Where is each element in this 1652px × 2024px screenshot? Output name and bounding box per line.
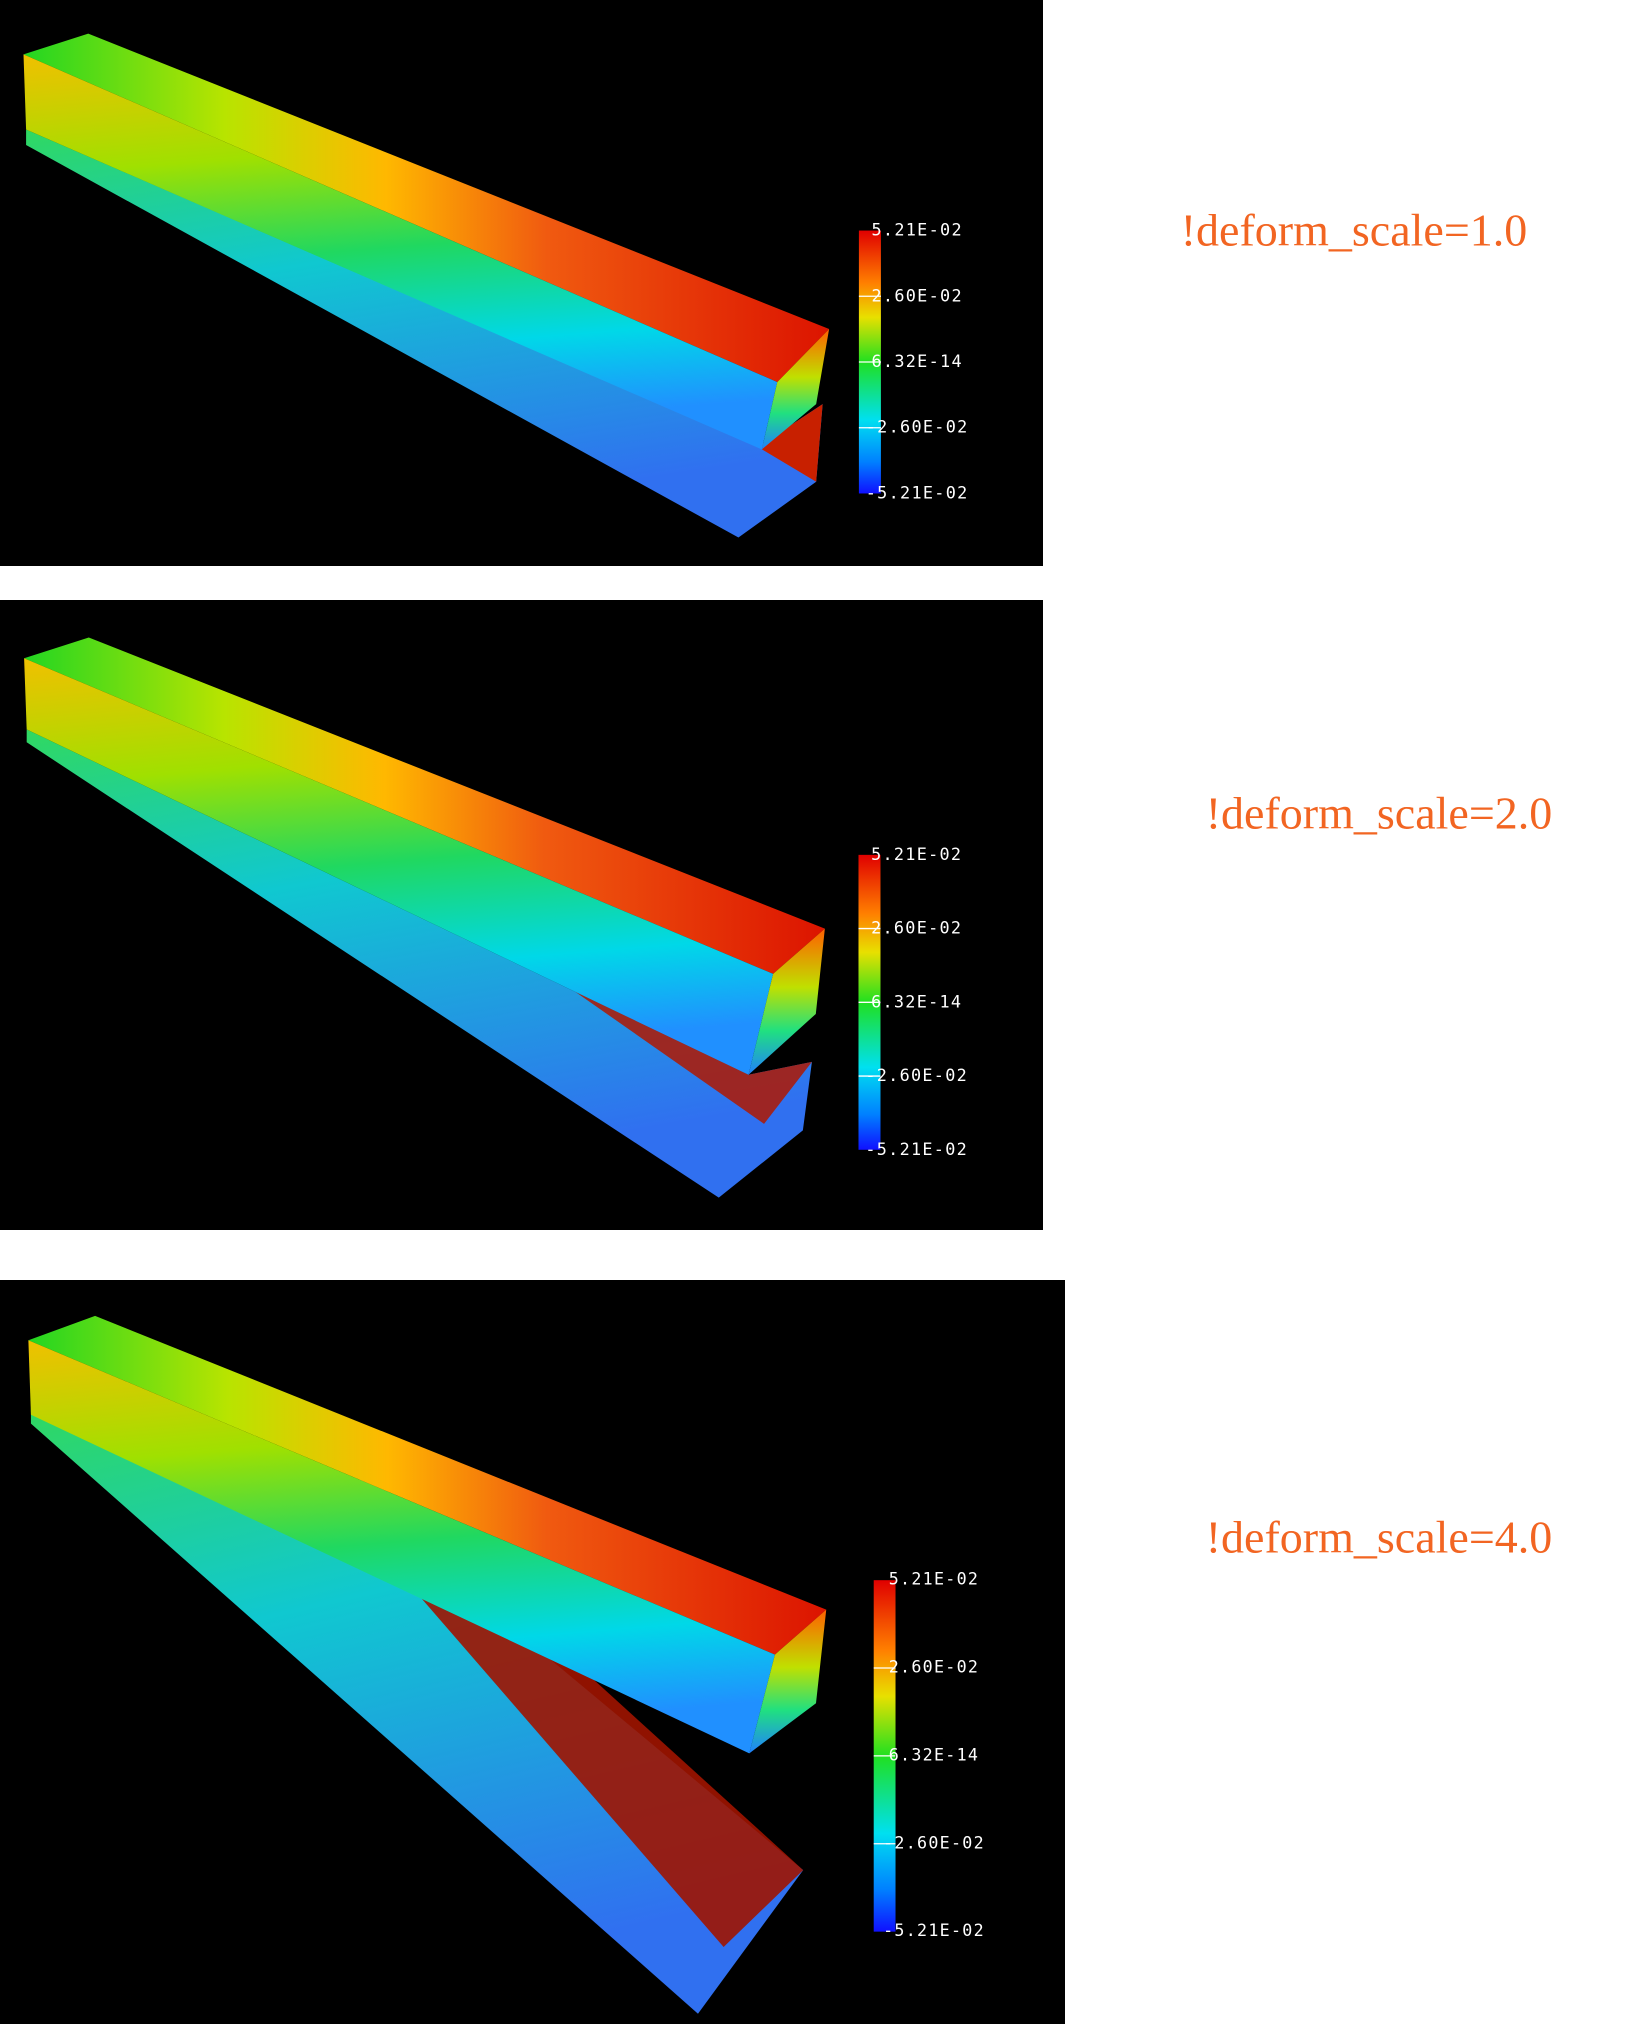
beam-top xyxy=(28,1315,827,1655)
legend-label: 5.21E-02 xyxy=(889,1570,980,1589)
legend-label: -2.60E-02 xyxy=(866,417,969,437)
legend-label: 5.21E-02 xyxy=(871,220,962,240)
deformed-beam xyxy=(26,729,812,1198)
legend-label: 6.32E-14 xyxy=(871,351,962,371)
legend-label: 2.60E-02 xyxy=(871,285,962,305)
legend-label: -5.21E-02 xyxy=(883,1921,985,1940)
legend-label: 6.32E-14 xyxy=(889,1745,980,1764)
caption: !deform_scale=4.0 xyxy=(1205,1511,1553,1563)
caption: !deform_scale=2.0 xyxy=(1205,787,1553,839)
deformed-beam xyxy=(26,129,823,538)
legend-label: 2.60E-02 xyxy=(889,1658,980,1677)
deformed-beam xyxy=(30,1408,804,2014)
legend-label: -5.21E-02 xyxy=(865,1139,968,1159)
legend-label: -2.60E-02 xyxy=(865,1065,968,1085)
panel: 5.21E-02 2.60E-02 6.32E-14 -2.60E-02 -5.21E-… xyxy=(0,600,1043,1230)
beam-end xyxy=(761,328,830,450)
beam-front xyxy=(24,658,774,1075)
panel: 5.21E-02 2.60E-02 6.32E-14 -2.60E-02 -5.21E-… xyxy=(0,1280,1065,2024)
beam-end xyxy=(748,928,825,1075)
deformed-end xyxy=(757,404,823,482)
beam-top xyxy=(23,33,830,383)
caption: !deform_scale=1.0 xyxy=(1180,204,1528,256)
beam-top xyxy=(24,637,825,974)
beam-front xyxy=(23,54,778,450)
legend-label: 5.21E-02 xyxy=(871,844,962,864)
legend-label: -2.60E-02 xyxy=(883,1833,985,1852)
legend-label: 6.32E-14 xyxy=(871,991,962,1011)
legend-label: -5.21E-02 xyxy=(866,482,969,502)
legend-label: 2.60E-02 xyxy=(871,918,962,938)
beam-end xyxy=(749,1609,827,1754)
beam-front xyxy=(28,1340,775,1754)
panel: 5.21E-02 2.60E-02 6.32E-14 -2.60E-02 -5.21E-… xyxy=(0,0,1043,566)
